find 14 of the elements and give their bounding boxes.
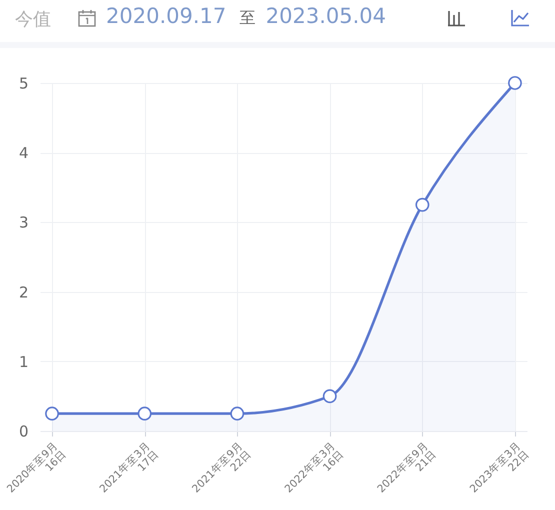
- chart-title: 今值: [15, 8, 51, 31]
- point: [138, 406, 152, 421]
- y-tick-label: 3: [18, 214, 28, 232]
- y-tick-label: 5: [18, 74, 28, 92]
- y-tick-label: 4: [18, 144, 28, 162]
- point: [508, 76, 522, 90]
- y-tick-label: 2: [18, 283, 28, 302]
- y-tick-label: 1: [18, 352, 28, 371]
- chart-subtitle: 2020.09.17 至 2023.05.04: [106, 4, 386, 28]
- point: [322, 389, 337, 404]
- point: [230, 406, 244, 421]
- point: [415, 198, 430, 212]
- point: [45, 406, 59, 421]
- y-tick-label: 0: [18, 422, 28, 440]
